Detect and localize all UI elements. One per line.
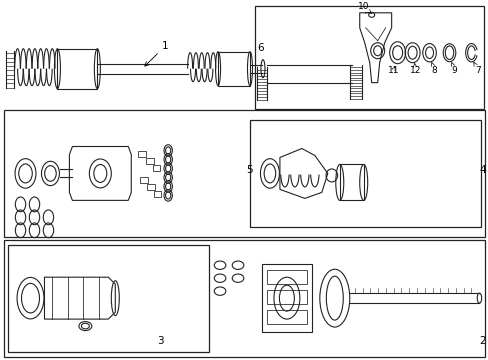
Text: 5: 5 xyxy=(245,166,252,175)
Text: 12: 12 xyxy=(409,63,420,75)
Bar xyxy=(3,109,485,237)
Bar xyxy=(154,191,161,197)
Text: 6: 6 xyxy=(257,43,263,53)
Bar xyxy=(147,184,154,190)
Text: 3: 3 xyxy=(157,336,163,346)
Bar xyxy=(140,177,147,183)
Bar xyxy=(266,270,306,284)
Bar xyxy=(153,165,160,171)
Polygon shape xyxy=(69,147,131,201)
Polygon shape xyxy=(44,277,115,319)
Polygon shape xyxy=(279,148,327,198)
Polygon shape xyxy=(262,264,311,332)
Bar xyxy=(146,158,153,164)
Text: 2: 2 xyxy=(478,336,485,346)
Bar xyxy=(266,310,306,324)
Bar xyxy=(7,245,209,352)
Text: 7: 7 xyxy=(473,62,480,75)
Ellipse shape xyxy=(319,269,349,327)
Bar xyxy=(3,240,485,357)
Text: 9: 9 xyxy=(450,62,456,75)
Text: 10: 10 xyxy=(357,2,371,14)
Text: 11: 11 xyxy=(387,66,398,75)
Bar xyxy=(218,52,249,86)
Text: 8: 8 xyxy=(430,62,436,75)
Bar xyxy=(57,49,97,89)
Bar xyxy=(138,151,145,157)
Text: 1: 1 xyxy=(144,41,168,66)
Polygon shape xyxy=(339,165,363,201)
Bar xyxy=(249,120,481,227)
Bar xyxy=(266,290,306,304)
Text: 4: 4 xyxy=(478,166,485,175)
Bar xyxy=(254,6,484,109)
